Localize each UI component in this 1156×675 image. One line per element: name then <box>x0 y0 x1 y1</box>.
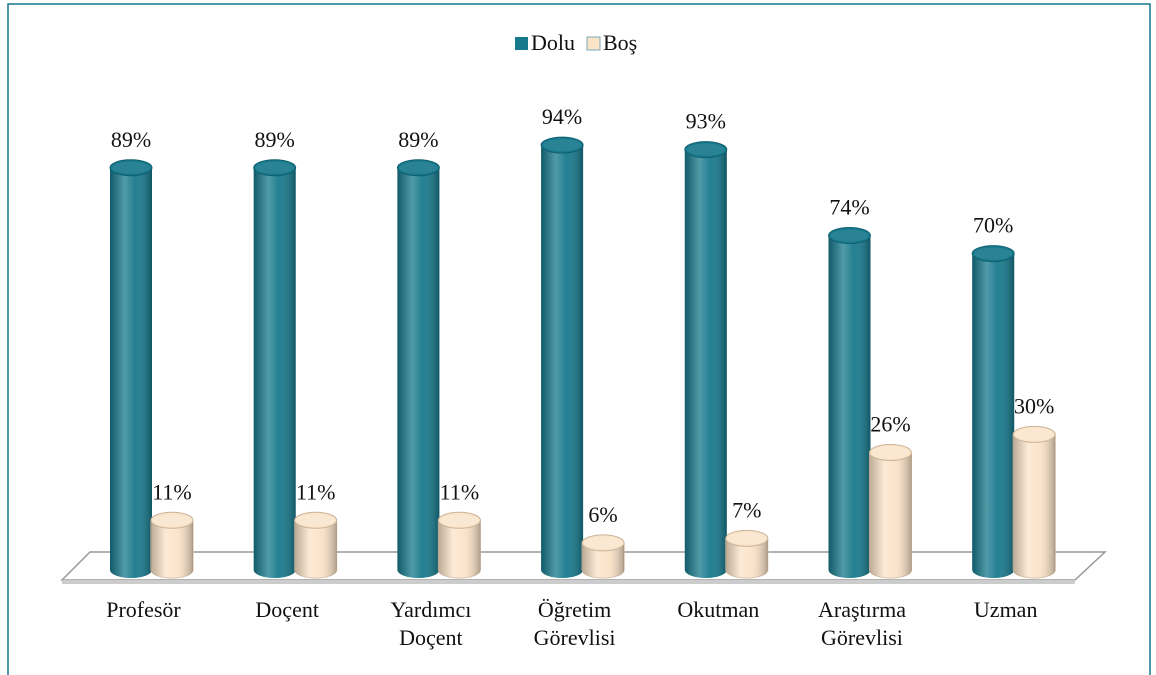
value-label: 6% <box>588 502 617 527</box>
frame <box>7 3 1151 675</box>
cylinder <box>109 159 153 578</box>
x-tick-label: Doçent <box>255 597 319 622</box>
cylinder-top <box>869 443 912 461</box>
cylinder-top <box>294 511 338 529</box>
cylinder-shade <box>541 145 584 578</box>
cylinder-top <box>1012 425 1056 443</box>
cylinder <box>581 534 625 579</box>
value-label: 89% <box>255 127 295 152</box>
cylinder-shade <box>151 520 193 578</box>
cylinder-top <box>725 529 769 547</box>
value-label: 7% <box>732 497 761 522</box>
cylinder-top-shine <box>584 536 623 549</box>
value-label: 89% <box>398 127 438 152</box>
floor-edge <box>62 580 1075 584</box>
cylinder-shade <box>438 520 481 578</box>
legend-swatch <box>586 36 601 51</box>
x-tick-label: Uzman <box>974 597 1038 622</box>
cylinder <box>828 227 871 578</box>
cylinder <box>294 511 338 579</box>
cylinder-shade <box>828 235 871 578</box>
cylinder-top <box>540 136 584 154</box>
cylinder-top-shine <box>399 161 438 174</box>
value-label: 11% <box>152 479 192 504</box>
cylinder-top-shine <box>1015 428 1054 441</box>
cylinder-top-shine <box>974 247 1013 260</box>
cylinder-top-shine <box>112 161 150 174</box>
cylinder-shade <box>582 542 625 578</box>
cylinder-top <box>150 511 194 529</box>
x-tick-label: Araştırma Görevlisi <box>818 597 906 650</box>
x-tick-label: Yardımcı Doçent <box>390 597 471 650</box>
cylinder <box>540 136 584 578</box>
legend-label: Boş <box>603 30 637 55</box>
cylinder-top-shine <box>686 143 725 156</box>
cylinder-top <box>581 534 625 552</box>
cylinder-top-shine <box>543 139 582 152</box>
cylinder-top <box>437 511 481 529</box>
cylinder <box>150 511 194 579</box>
legend-label: Dolu <box>531 30 575 55</box>
x-tick-label: Profesör <box>106 597 181 622</box>
cylinder-shade <box>294 520 337 578</box>
cylinder <box>869 443 912 579</box>
value-label: 89% <box>111 127 151 152</box>
value-label: 11% <box>440 479 480 504</box>
cylinder-shade <box>972 253 1015 578</box>
cylinder-top-shine <box>153 514 191 527</box>
cylinder-top <box>396 159 440 177</box>
cylinder-shade <box>397 167 440 578</box>
legend: Dolu Boş <box>515 30 637 55</box>
value-label: 74% <box>829 195 869 220</box>
x-tick-label: Okutman <box>677 597 759 622</box>
legend-swatch <box>515 37 528 50</box>
cylinder-top-shine <box>830 229 869 242</box>
cylinder <box>725 529 769 579</box>
value-label: 70% <box>973 213 1013 238</box>
cylinder-shade <box>1013 434 1056 578</box>
cylinder <box>253 159 297 578</box>
value-label: 30% <box>1014 393 1054 418</box>
value-label: 26% <box>870 412 910 437</box>
cylinder-top-shine <box>296 514 335 527</box>
cylinder-top <box>109 159 153 177</box>
cylinder-top-shine <box>727 532 766 545</box>
cylinder-shade <box>725 538 768 578</box>
cylinder-shade <box>869 452 912 578</box>
cylinder-top-shine <box>871 446 910 459</box>
value-label: 94% <box>542 104 582 129</box>
value-label: 11% <box>296 479 336 504</box>
cylinder <box>684 141 728 578</box>
value-label: 93% <box>686 109 726 134</box>
cylinder-top <box>684 141 728 159</box>
cylinder <box>971 245 1015 578</box>
x-tick-label: Öğretim Görevlisi <box>534 597 616 650</box>
cylinder-shade <box>253 167 296 578</box>
cylinder <box>437 511 481 579</box>
cylinder <box>396 159 440 578</box>
cylinder-shade <box>684 149 727 578</box>
cylinder-top-shine <box>255 161 294 174</box>
cylinder <box>1012 425 1056 579</box>
cylinder-top <box>253 159 297 177</box>
cylinder-top-shine <box>440 514 479 527</box>
cylinder-top <box>971 245 1015 263</box>
cylinder-shade <box>110 167 152 578</box>
cylinder-top <box>828 227 871 245</box>
